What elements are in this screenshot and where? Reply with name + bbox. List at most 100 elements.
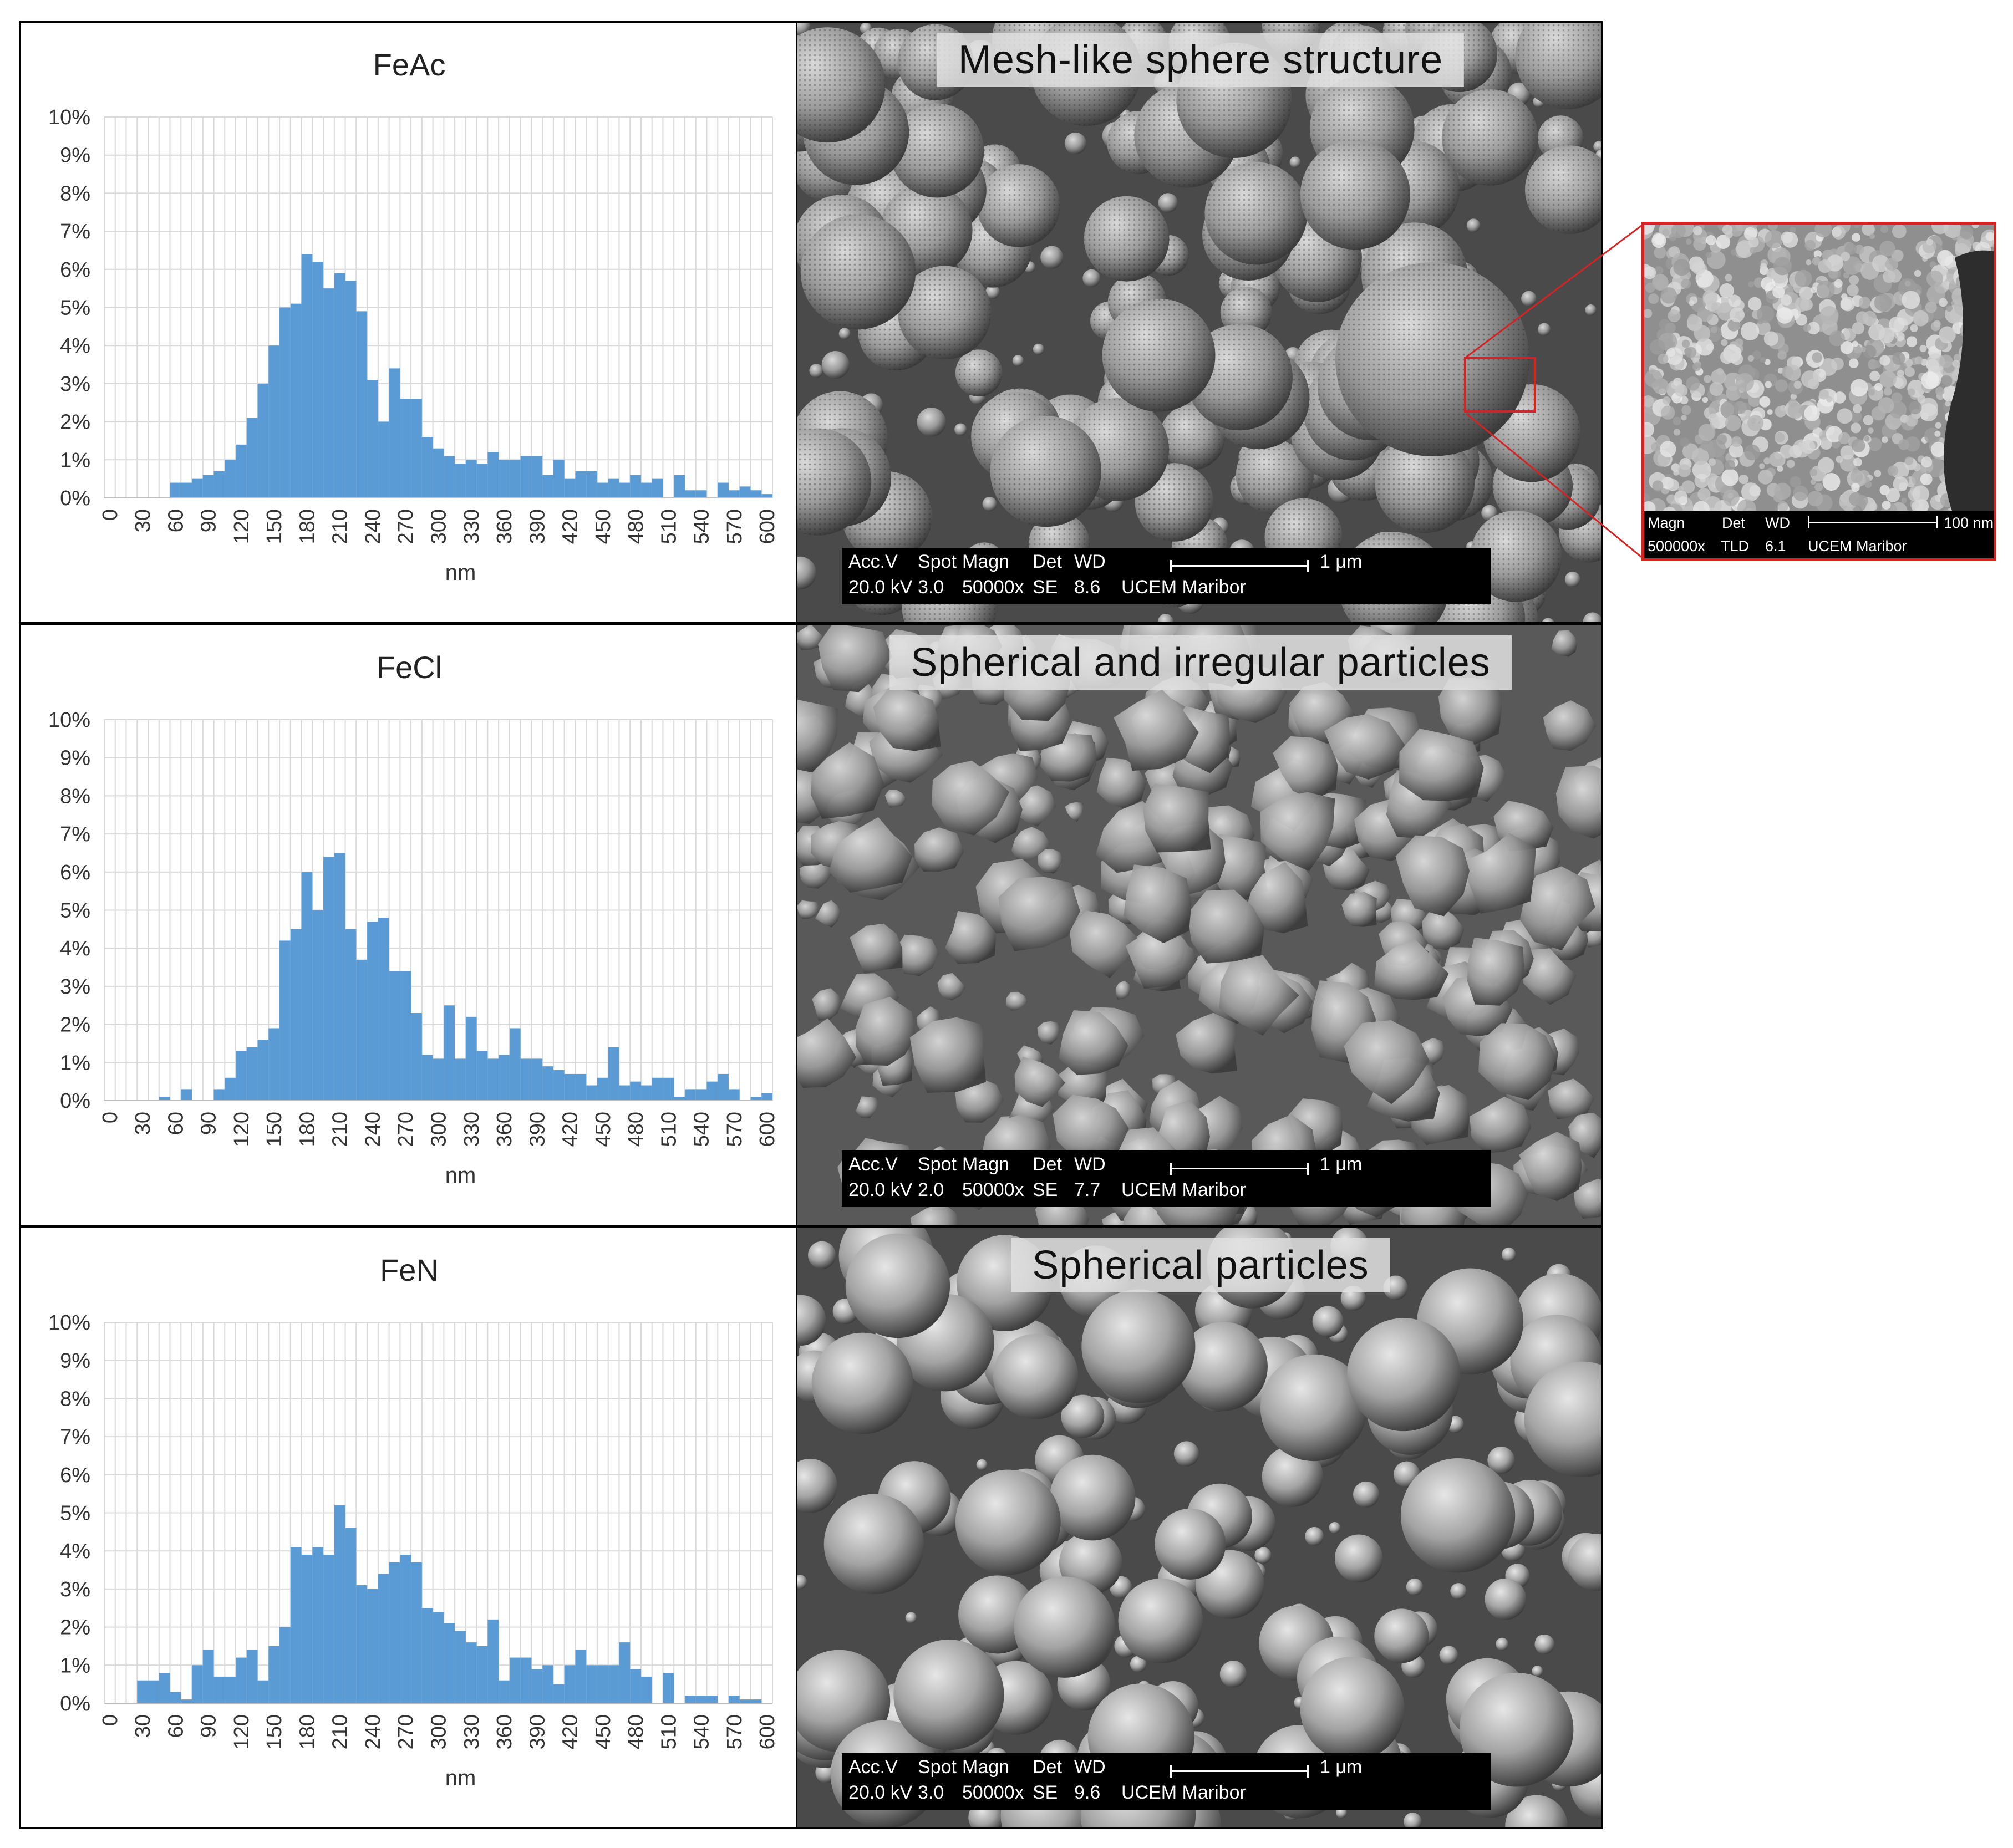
nano-grain [1644,309,1653,318]
histogram-bar [202,475,214,498]
particle [1470,1096,1532,1153]
nano-grain [1644,369,1663,388]
histogram-bar [444,1623,455,1703]
nano-grain [1818,389,1829,400]
histogram-bar [476,464,488,498]
nano-grain [1644,395,1654,408]
nano-grain [1748,237,1759,248]
histogram-bar [564,1665,576,1703]
histogram-bar [367,380,378,498]
y-tick-label: 1% [60,1654,90,1677]
histogram-bar [695,1696,707,1703]
x-tick-label: 180 [296,1112,319,1147]
nano-grain [1809,469,1818,477]
histogram-bar [640,1085,652,1101]
histogram-bar [421,1608,433,1703]
nano-grain [1898,439,1909,450]
x-tick-label: 540 [690,509,714,544]
particle-texture [897,266,992,360]
inset-label-wd: WD [1765,515,1790,531]
inset-label-magn: Magn [1648,515,1685,531]
histogram-bar [597,482,608,498]
databar-value-spot: 3.0 [918,577,944,598]
particle [1551,630,1578,657]
databar-label-magn: Magn [962,551,1010,572]
nano-grain [1799,286,1813,301]
nano-grain [1868,427,1874,434]
nano-grain [1985,232,1994,241]
nano-grain [1920,473,1933,486]
nano-grain [1843,256,1862,275]
particle [1487,1447,1515,1474]
nano-grain [1807,322,1820,335]
particle [1188,889,1265,964]
particle [1532,1666,1543,1677]
particle [1125,923,1198,989]
histogram-bar [575,1650,587,1703]
histogram-bar [520,456,532,498]
nano-grain [1790,393,1797,400]
histogram-bar [345,281,357,498]
particle-texture [1204,162,1308,265]
x-tick-label: 0 [99,509,122,521]
particle [1521,291,1537,307]
nano-grain [1708,458,1716,466]
particle [1461,833,1536,914]
particle [1254,1547,1272,1564]
histogram-bar [499,1055,510,1101]
particle [1585,304,1597,316]
particle [1395,835,1470,917]
nano-grain [1840,445,1854,460]
particle [1347,1318,1461,1432]
nano-grain [1709,381,1724,396]
x-tick-label: 30 [131,1112,155,1135]
particle [1040,246,1064,269]
nano-grain [1729,307,1745,323]
inset-value-wd: 6.1 [1765,538,1786,554]
particle [1037,1021,1060,1045]
nano-grain [1660,441,1676,457]
x-tick-label: 300 [428,1714,451,1749]
nano-grain [1933,320,1941,328]
nano-grain [1814,482,1823,492]
nano-grain [1696,338,1714,356]
particle [1273,736,1338,800]
y-tick-label: 0% [60,1692,90,1715]
histogram-bar [301,1555,313,1703]
particle [797,1018,857,1088]
nano-grain [1901,497,1907,503]
particle [1336,1807,1348,1819]
nano-grain [1767,409,1773,415]
particle [1114,689,1199,771]
histogram-bar [356,959,368,1101]
nano-grain [1673,377,1682,386]
scale-bar [1170,1765,1309,1778]
histogram-bar [236,444,247,498]
x-tick-label: 0 [99,1112,122,1123]
databar-label-spot: Spot [918,1154,957,1175]
histogram-fecl-svg: FeCl 0% 1% 2% 3% 4% 5% 6% 7% 8% 9% 10% 0 30 60 90 120 150… [48,650,779,1188]
histogram-bar [378,1574,389,1703]
particle [1524,1361,1601,1477]
histogram-bar [608,1047,619,1101]
histogram-bar [619,1085,631,1101]
x-tick-label: 90 [197,509,221,532]
nano-grain [1681,339,1690,348]
y-tick-label: 4% [60,334,90,358]
nano-grain [1853,457,1862,467]
nano-grain [1666,494,1676,505]
particle [1012,355,1024,366]
histogram-bar [509,460,521,498]
particle-texture [1300,140,1410,250]
nano-grain [1807,491,1823,507]
particle [797,1458,837,1513]
x-tick-label: 240 [362,1112,385,1147]
databar-value-wd: 7.7 [1074,1179,1101,1200]
histogram-bar [444,1005,455,1101]
nano-grain [1765,381,1772,388]
histogram-bar [684,1089,696,1101]
x-tick-label: 210 [329,1714,352,1749]
nano-grain [1741,482,1760,501]
nano-grain [1858,297,1871,309]
particle [1556,765,1601,839]
